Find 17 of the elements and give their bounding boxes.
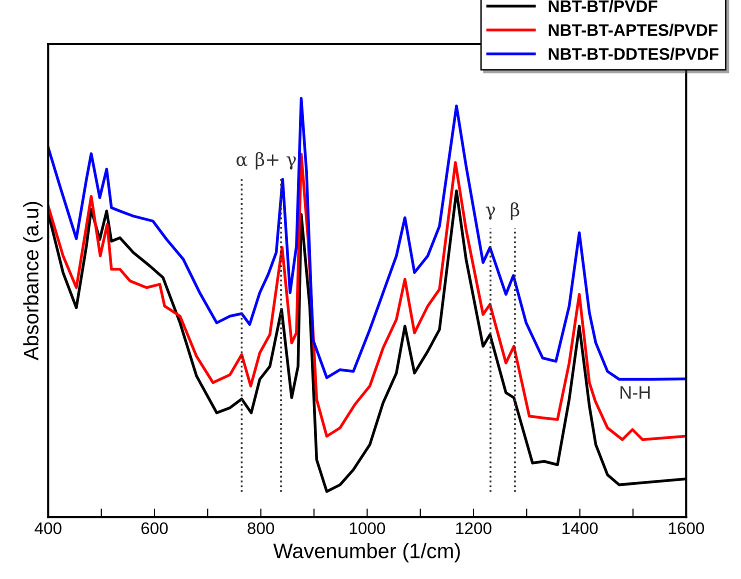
x-tick-label: 1600: [668, 522, 704, 534]
ref-line-label: γ: [486, 206, 496, 220]
ref-line-label: β: [510, 202, 520, 220]
legend-label: NBT-BT-DDTES/PVDF: [548, 48, 718, 60]
x-tick-label: 400: [34, 522, 62, 534]
x-tick-label: 1400: [562, 522, 598, 534]
x-tick-label: 800: [248, 522, 274, 534]
x-tick-label: 1200: [456, 522, 492, 534]
legend-label: NBT-BT-APTES/PVDF: [548, 24, 718, 36]
y-axis-title: Absorbance (a.u): [23, 202, 43, 360]
legend-label: NBT-BT/PVDF: [548, 0, 658, 12]
ref-line-label: β+ γ: [256, 152, 296, 170]
ref-line-label: α: [236, 156, 248, 166]
annotation: N-H: [620, 386, 650, 399]
x-tick-label: 600: [141, 522, 168, 534]
x-tick-label: 1000: [350, 522, 386, 534]
x-axis-title: Wavenumber (1/cm): [273, 543, 460, 562]
